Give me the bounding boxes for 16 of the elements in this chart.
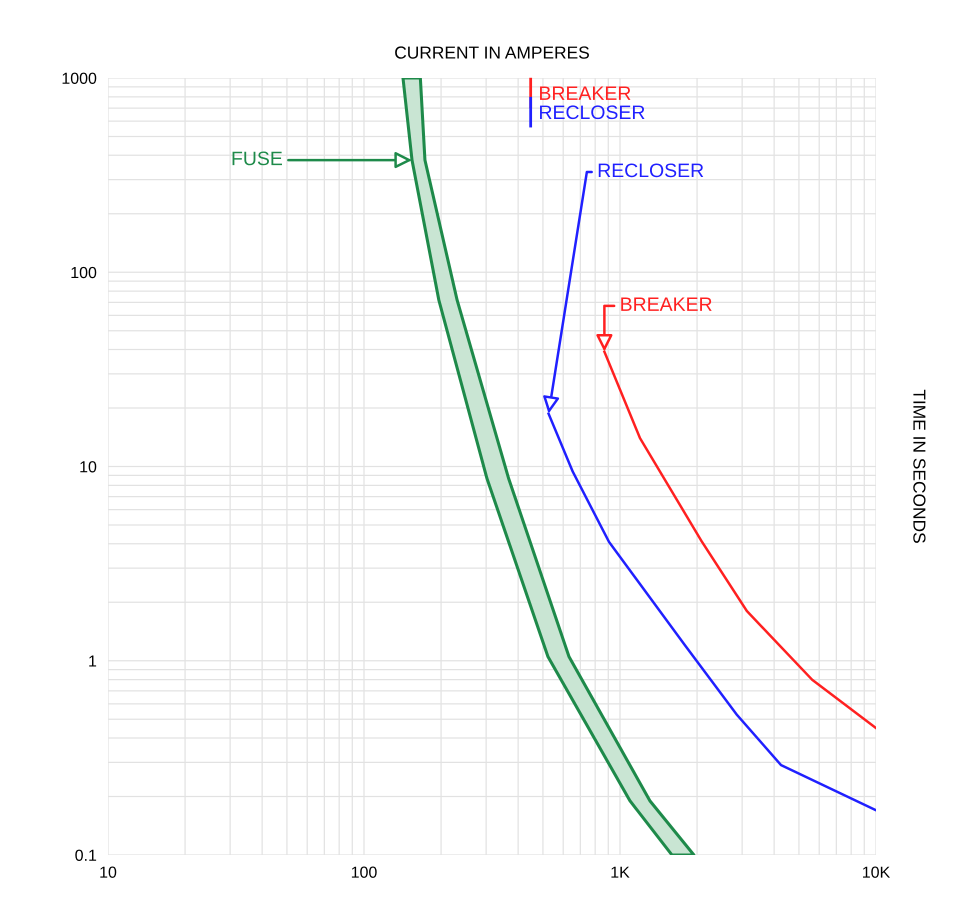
x-tick-label: 10K: [863, 866, 890, 878]
y-tick-label: 1: [89, 656, 96, 667]
x-tick-label: 100: [352, 866, 377, 878]
y-tick-label: 10: [80, 461, 96, 472]
legend-label: BREAKER: [540, 86, 630, 100]
x-tick-label: 10: [100, 866, 116, 878]
x-tick-label: 1K: [611, 866, 630, 878]
legend-label: RECLOSER: [540, 105, 645, 120]
x-axis-title: CURRENT IN AMPERES: [395, 46, 589, 59]
annotation: RECLOSER: [598, 163, 704, 178]
y-tick-label: 0.1: [75, 850, 96, 861]
y-axis-title: TIME IN SECONDS: [913, 390, 926, 543]
annotation: BREAKER: [621, 298, 712, 311]
y-tick-label: 1000: [62, 72, 96, 84]
y-tick-label: 100: [71, 266, 96, 278]
annotation: FUSE: [232, 152, 282, 166]
